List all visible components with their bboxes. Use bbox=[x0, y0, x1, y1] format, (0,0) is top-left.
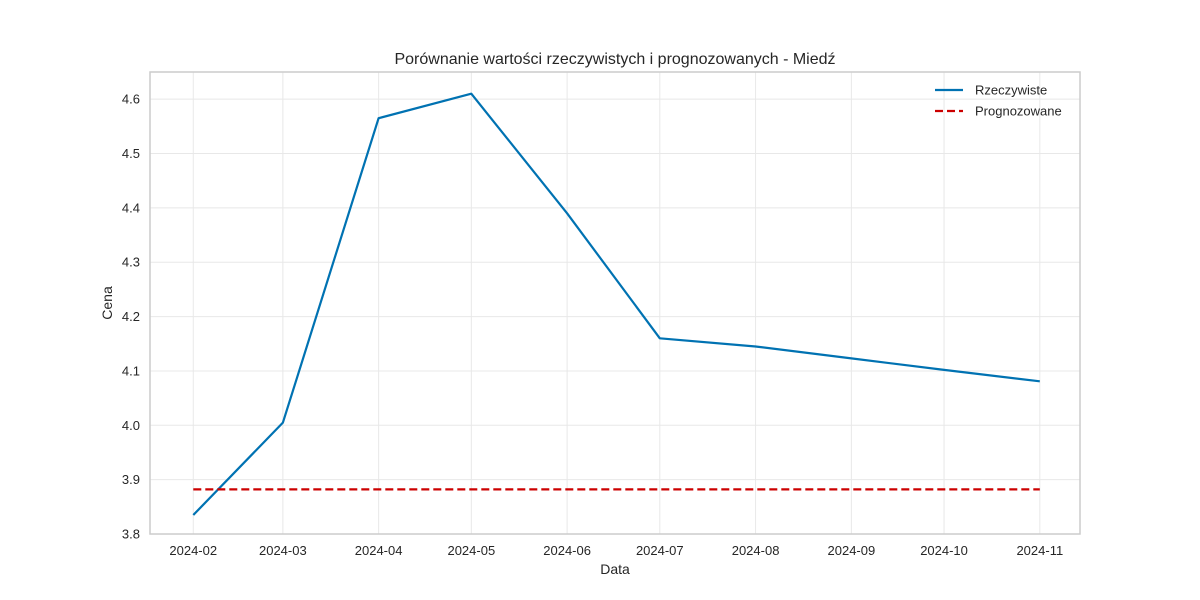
plot-area-frame bbox=[149, 71, 1081, 535]
y-axis-label: Cena bbox=[99, 286, 115, 320]
y-axis-ticks: 3.8 3.9 4.0 4.1 4.2 4.3 4.4 4.5 4.6 bbox=[122, 92, 140, 542]
x-tick-label: 2024-03 bbox=[259, 543, 307, 558]
y-tick-label: 3.9 bbox=[122, 472, 140, 487]
y-tick-label: 3.8 bbox=[122, 527, 140, 542]
y-tick-label: 4.4 bbox=[122, 200, 140, 215]
x-tick-label: 2024-02 bbox=[169, 543, 217, 558]
y-tick-label: 4.3 bbox=[122, 255, 140, 270]
x-axis-label: Data bbox=[600, 561, 630, 577]
x-tick-label: 2024-08 bbox=[732, 543, 780, 558]
x-tick-label: 2024-04 bbox=[355, 543, 403, 558]
chart-title: Porównanie wartości rzeczywistych i prog… bbox=[394, 51, 835, 68]
x-tick-label: 2024-09 bbox=[828, 543, 876, 558]
series-line-rzeczywiste bbox=[192, 92, 1040, 516]
x-tick-label: 2024-06 bbox=[543, 543, 591, 558]
x-axis-ticks: 2024-02 2024-03 2024-04 2024-05 2024-06 2024-… bbox=[169, 543, 1063, 558]
y-tick-label: 4.1 bbox=[122, 363, 140, 378]
x-tick-label: 2024-05 bbox=[447, 543, 495, 558]
y-tick-label: 4.2 bbox=[122, 309, 140, 324]
legend-entry-label: Prognozowane bbox=[975, 104, 1062, 119]
grid bbox=[150, 72, 1080, 535]
legend-entry-label: Rzeczywiste bbox=[975, 83, 1047, 98]
y-tick-label: 4.0 bbox=[122, 418, 140, 433]
legend: Rzeczywiste Prognozowane bbox=[935, 83, 1062, 119]
y-tick-label: 4.5 bbox=[122, 146, 140, 161]
x-tick-label: 2024-07 bbox=[636, 543, 684, 558]
y-tick-label: 4.6 bbox=[122, 92, 140, 107]
x-tick-label: 2024-10 bbox=[920, 543, 968, 558]
x-tick-label: 2024-11 bbox=[1016, 543, 1063, 558]
series-lines bbox=[192, 92, 1040, 516]
